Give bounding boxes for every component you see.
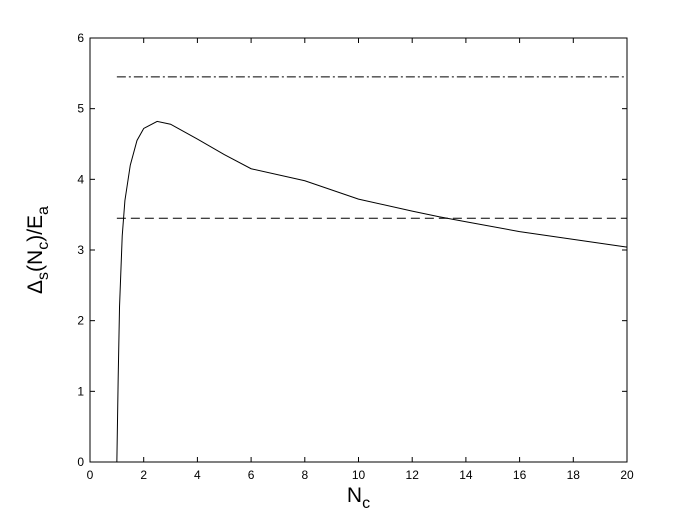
x-tick-label: 12 [406,468,420,482]
x-tick-label: 10 [352,468,366,482]
y-tick-label: 6 [77,31,84,45]
y-axis-label-part: )/E [24,215,47,242]
y-tick-label: 0 [77,455,84,469]
x-tick-label: 6 [248,468,255,482]
data-line [116,120,628,463]
x-tick-label: 8 [301,468,308,482]
x-tick-label: 16 [513,468,527,482]
x-axis-label-part: N [347,484,362,507]
x-tick-label: 18 [567,468,581,482]
y-axis-label-part: (N [24,250,47,272]
y-axis-label: Δs(Nc)/Ea [24,206,52,294]
x-tick-label: 2 [140,468,147,482]
x-tick-label: 14 [459,468,473,482]
y-tick-label: 4 [77,172,84,186]
y-tick-label: 2 [77,314,84,328]
x-tick-label: 4 [194,468,201,482]
y-axis-label-part: s [35,272,52,280]
y-tick-label: 1 [77,384,84,398]
x-axis-label: Nc [347,484,370,512]
y-tick-label: 3 [77,243,84,257]
y-axis-label-part: Δ [24,280,47,294]
y-axis-label-part: c [35,242,52,250]
y-axis-label-part: a [35,206,52,215]
y-tick-label: 5 [77,102,84,116]
x-tick-label: 0 [87,468,94,482]
x-tick-label: 20 [620,468,634,482]
x-axis-label-part: c [362,495,370,512]
